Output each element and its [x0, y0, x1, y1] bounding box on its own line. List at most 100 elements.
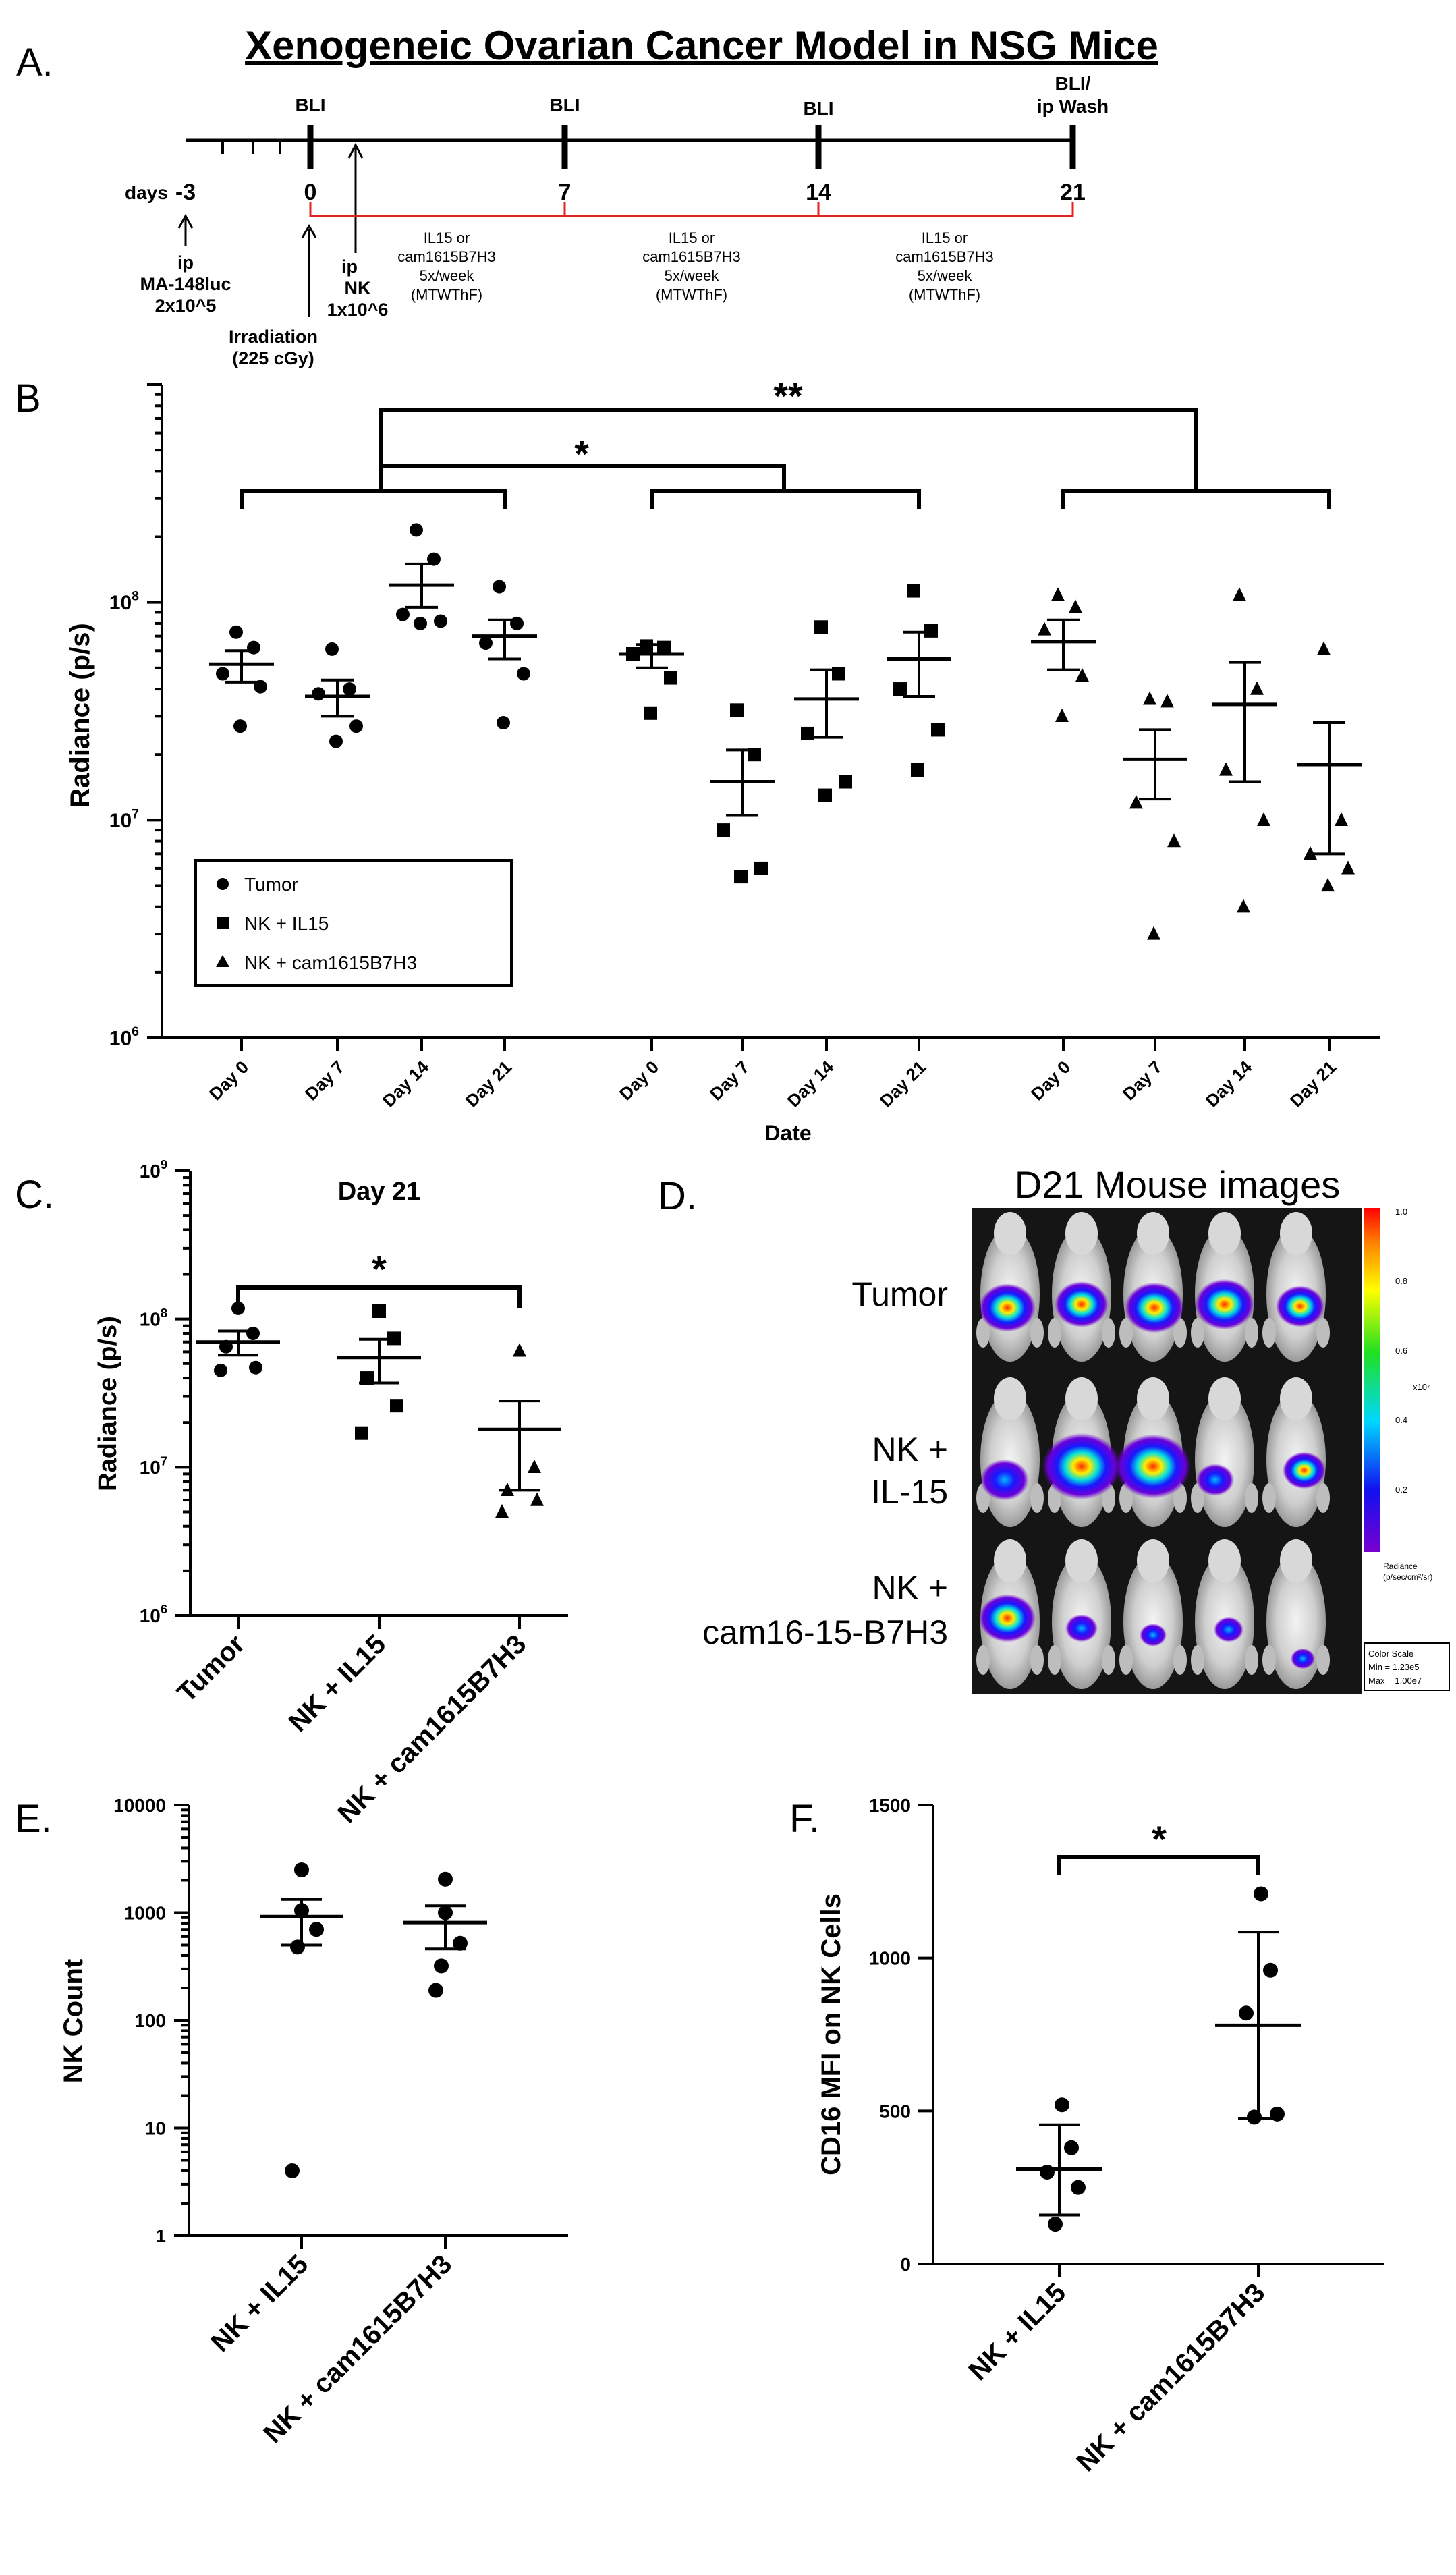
- panel-d-row-label-il15-line1: NK +: [872, 1431, 948, 1468]
- data-point: [249, 1360, 262, 1375]
- arrow-irradiation: [301, 224, 317, 317]
- data-point: [1250, 681, 1264, 695]
- data-point: [360, 1371, 374, 1385]
- day-label-14: 14: [806, 179, 831, 205]
- data-point: [214, 1363, 227, 1377]
- panel-f-sig-star: *: [1152, 1818, 1167, 1860]
- panel-e-ylabel: NK Count: [59, 1959, 88, 2083]
- data-point: [231, 1301, 245, 1315]
- panel-f: F. CD16 MFI on NK Cells 0 500 1000 1500 NK …: [789, 1795, 1384, 2477]
- panel-a: A. Xenogeneic Ovarian Cancer Model in NS…: [16, 23, 1158, 368]
- mouse-image: [1119, 1212, 1187, 1362]
- treatment-bracket-week2: [563, 202, 820, 217]
- data-point: [497, 716, 510, 730]
- mouse-image-grid: [976, 1212, 1330, 1689]
- panel-a-letter: A.: [16, 40, 53, 84]
- panel-e-plot: [260, 1862, 487, 2178]
- legend-label-tumor: Tumor: [244, 874, 298, 895]
- panel-b-legend: Tumor NK + IL15 NK + cam1615B7H3: [194, 859, 513, 987]
- legend-label-il15: NK + IL15: [244, 913, 329, 934]
- data-point: [730, 703, 744, 717]
- data-point: [390, 1399, 403, 1413]
- data-point: [1071, 2180, 1086, 2195]
- data-point: [1055, 708, 1069, 723]
- color-scale-min: Min = 1.23e5: [1368, 1662, 1420, 1672]
- panel-c-sig-bracket: [236, 1285, 522, 1308]
- panel-b-group-bracket-cam: [1061, 489, 1331, 509]
- data-point: [1167, 833, 1181, 848]
- treatment-week3-line1: IL15 or: [922, 229, 968, 246]
- treatment-week3-line4: (MTWThF): [909, 286, 980, 303]
- mouse-image: [1262, 1212, 1330, 1362]
- data-point: [453, 1935, 468, 1951]
- y-tick-label: 1000: [869, 1948, 911, 1969]
- y-tick-label: 1: [155, 2225, 166, 2246]
- panel-b-group-bracket-tumor: [240, 489, 507, 509]
- bioluminescence-signal: [1195, 1279, 1254, 1330]
- ip-wash-label: ip Wash: [1037, 96, 1109, 117]
- colorbar-tick-2: 0.8: [1395, 1276, 1407, 1286]
- treatment-week2-line4: (MTWThF): [656, 286, 727, 303]
- data-point: [530, 1492, 544, 1506]
- treatment-week3-line3: 5x/week: [918, 267, 973, 284]
- ip-tumor-line1: ip: [177, 252, 194, 273]
- color-scale-box: [1364, 1642, 1450, 1691]
- x-tick-label: Day 21: [461, 1057, 515, 1111]
- treatment-week1-line2: cam1615B7H3: [397, 248, 496, 265]
- mouse-image: [1048, 1212, 1115, 1362]
- panel-c-ylabel: Radiance (p/s): [94, 1316, 122, 1491]
- data-point: [438, 1871, 453, 1887]
- y-tick-label: 500: [879, 2101, 911, 2122]
- legend-marker-tumor: [217, 878, 229, 890]
- bioluminescence-signal: [1291, 1648, 1315, 1669]
- panel-c: C. Day 21 Radiance (p/s) 106 107 108 109 Tu…: [15, 1158, 568, 1829]
- colorbar-tick-3: 0.6: [1395, 1346, 1407, 1356]
- x-tick-label: NK + cam1615B7H3: [1071, 2277, 1270, 2477]
- x-tick-label: Tumor: [171, 1629, 250, 1708]
- bioluminescence-signal: [1115, 1434, 1191, 1499]
- treatment-week1-line3: 5x/week: [420, 267, 475, 284]
- data-point: [1219, 762, 1233, 776]
- bioluminescence-signal: [1140, 1624, 1167, 1646]
- panel-d-row-label-il15-line2: IL-15: [871, 1473, 948, 1511]
- data-point: [1040, 2165, 1055, 2180]
- ip-nk-line2: NK: [345, 278, 371, 298]
- data-point: [1064, 2140, 1079, 2155]
- data-point: [1147, 926, 1160, 940]
- bioluminescence-signal: [1214, 1617, 1243, 1642]
- data-point: [479, 636, 493, 650]
- data-point: [1257, 812, 1270, 826]
- x-tick-label: NK + IL15: [963, 2277, 1072, 2386]
- panel-d-row-label-cam-line2: cam16-15-B7H3: [702, 1613, 948, 1651]
- data-point: [1304, 846, 1317, 860]
- y-tick-label: 109: [140, 1158, 167, 1182]
- data-point: [907, 584, 920, 598]
- panel-c-letter: C.: [15, 1173, 54, 1217]
- y-tick-label: 107: [140, 1455, 167, 1478]
- arrow-ip-tumor: [177, 213, 194, 246]
- data-point: [1341, 860, 1355, 875]
- panel-d-row-label-cam-line1: NK +: [872, 1569, 948, 1607]
- data-point: [1263, 1962, 1278, 1978]
- data-point: [410, 523, 423, 537]
- day-label-21: 21: [1060, 179, 1086, 205]
- y-tick-label: 1500: [869, 1795, 911, 1816]
- data-point: [216, 667, 229, 681]
- colorbar-tick-1: 1.0: [1395, 1207, 1407, 1217]
- data-point: [427, 552, 441, 566]
- color-scale-title: Color Scale: [1368, 1649, 1413, 1659]
- data-point: [355, 1426, 368, 1440]
- data-point: [434, 1958, 449, 1974]
- y-tick-label: 100: [134, 2010, 166, 2031]
- panel-b-sig-double-star: **: [773, 375, 803, 417]
- bioluminescence-signal: [979, 1283, 1036, 1332]
- data-point: [1038, 621, 1051, 636]
- panel-a-title: Xenogeneic Ovarian Cancer Model in NSG M…: [245, 23, 1158, 68]
- mouse-image: [1262, 1377, 1330, 1527]
- data-point: [329, 734, 343, 748]
- mouse-image: [1191, 1539, 1258, 1689]
- y-tick-label: 0: [900, 2254, 911, 2275]
